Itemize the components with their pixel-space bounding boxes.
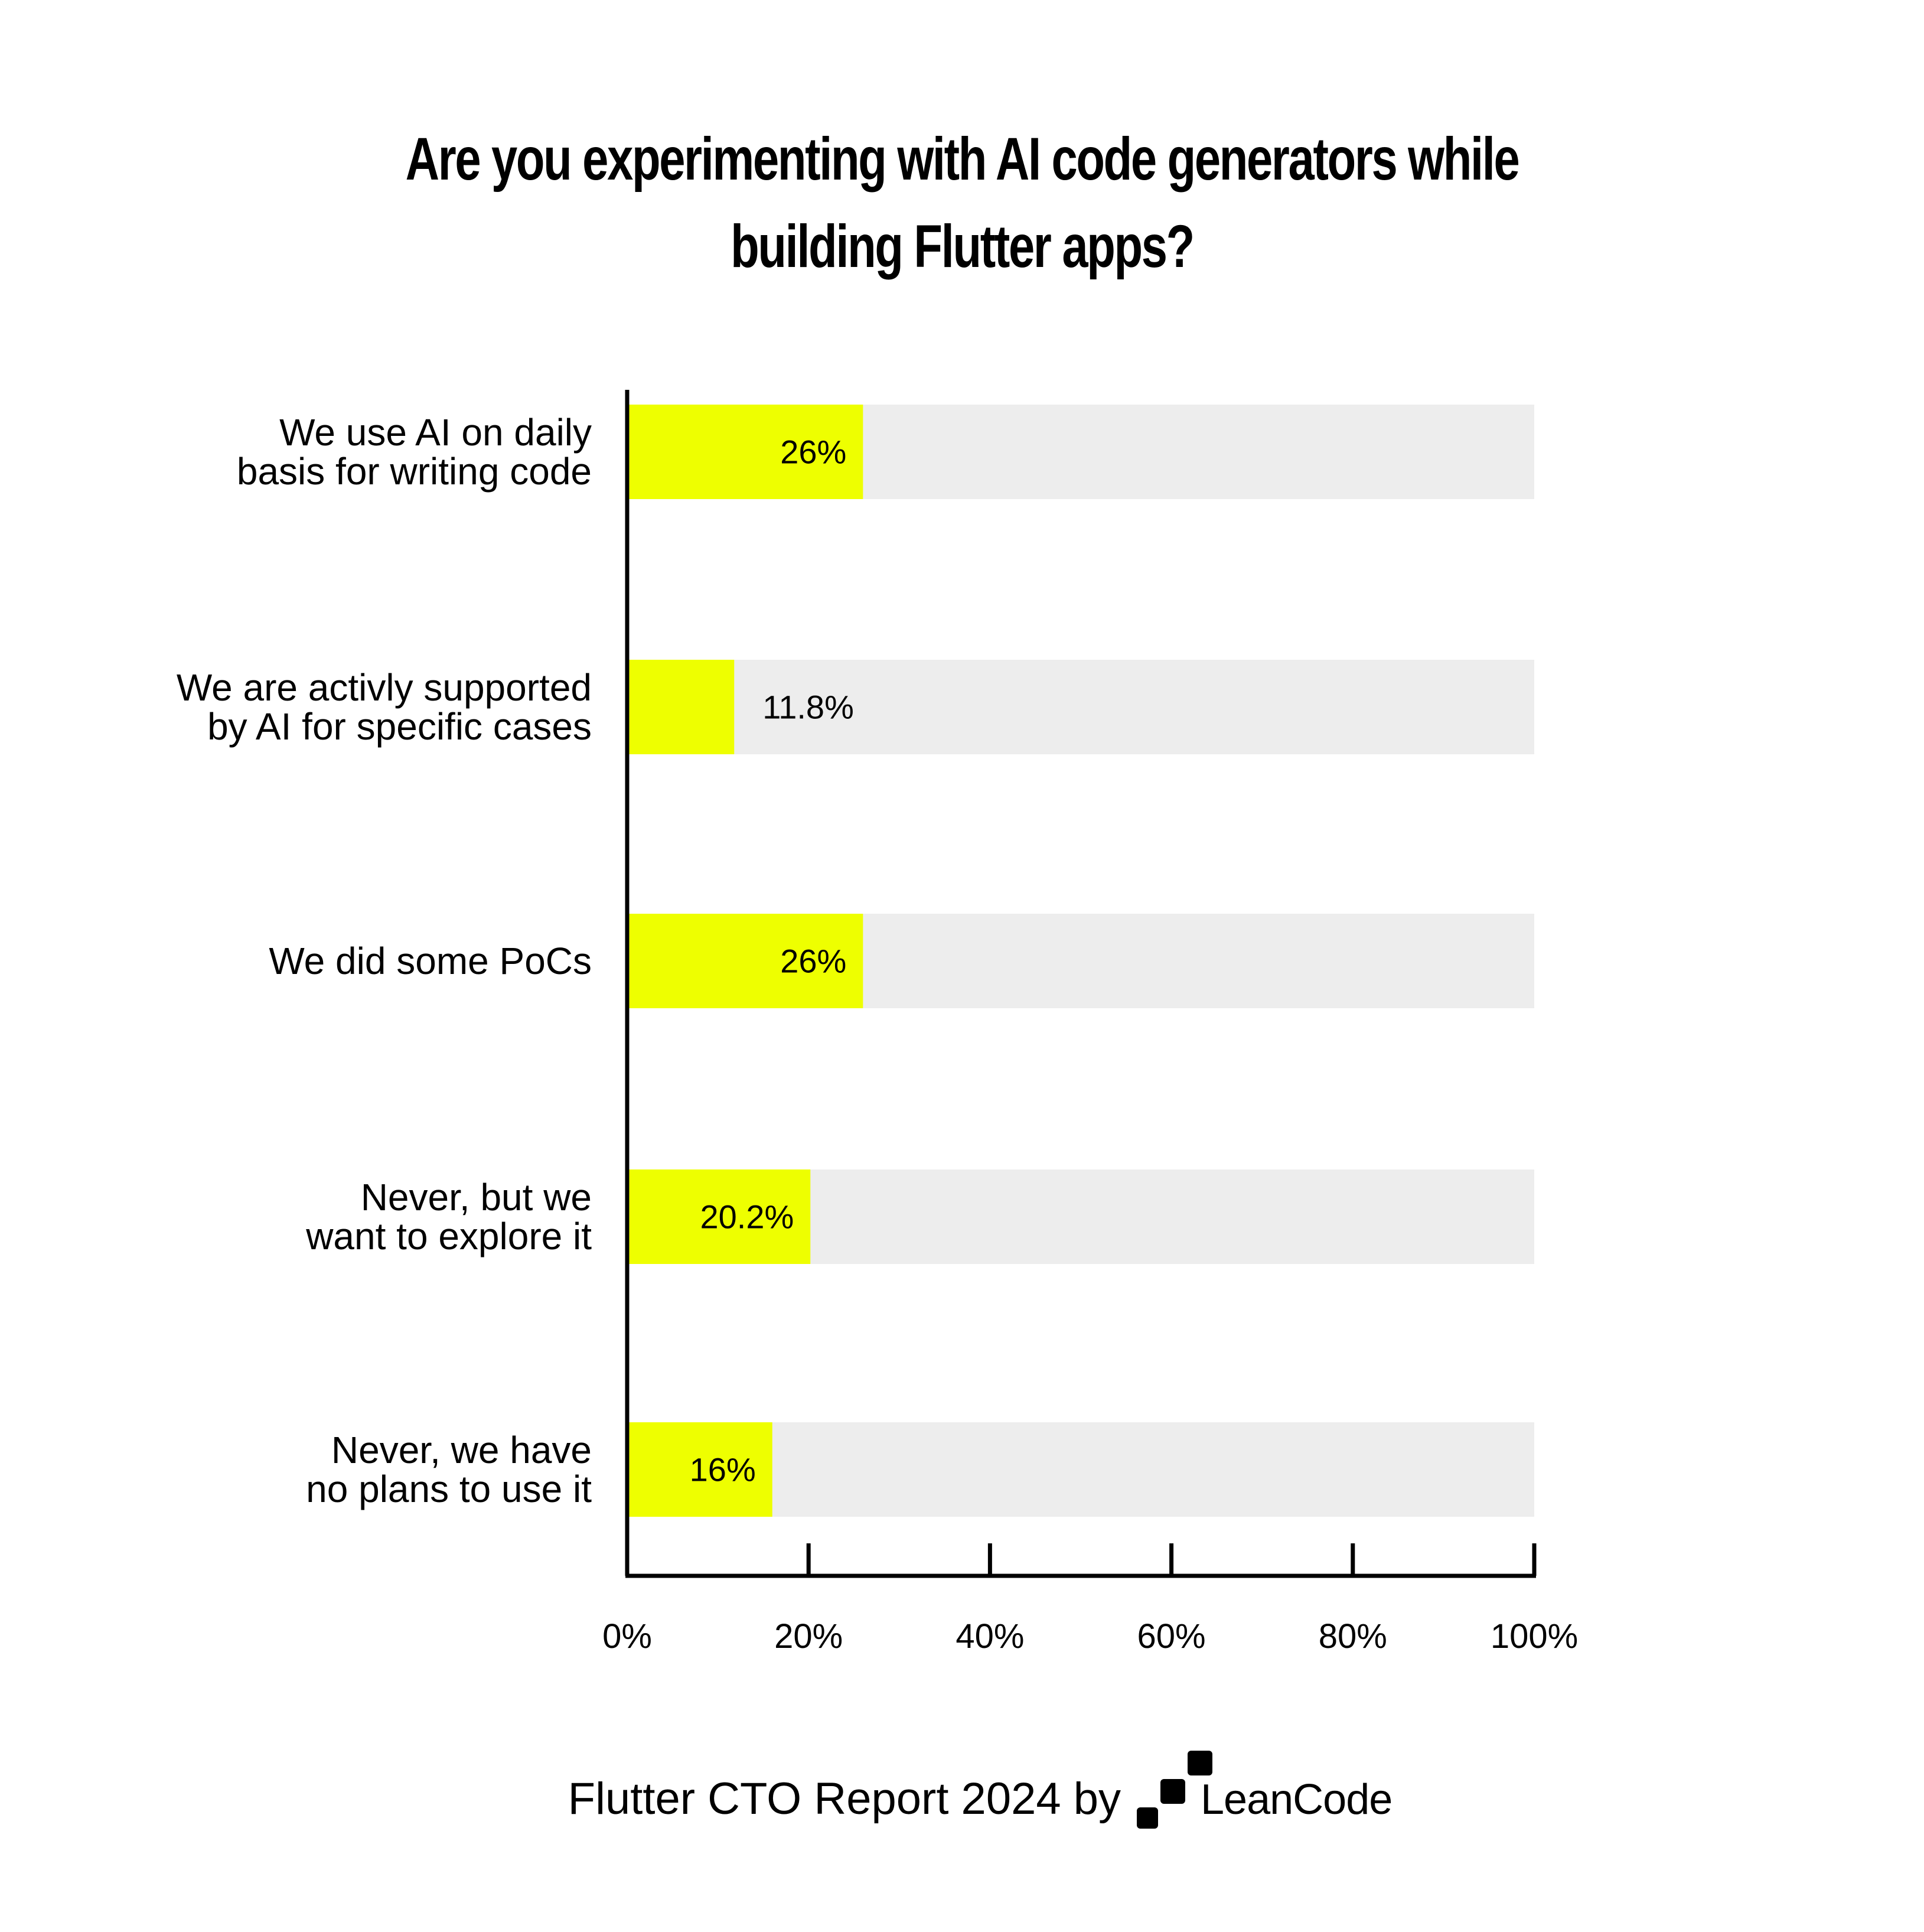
category-label: Never, but we: [361, 1176, 592, 1219]
bar-value-label: 26%: [780, 434, 846, 471]
x-tick-label: 80%: [1319, 1617, 1387, 1656]
bar-value-label: 26%: [780, 943, 846, 980]
chart-title-line-2: building Flutter apps?: [731, 213, 1195, 280]
x-tick-label: 60%: [1137, 1617, 1206, 1656]
category-label: no plans to use it: [306, 1468, 592, 1510]
axes: [625, 390, 1536, 1578]
chart-title-line-1: Are you experimenting with AI code gener…: [405, 125, 1520, 193]
category-label: want to explore it: [305, 1215, 592, 1257]
footer-text: Flutter CTO Report 2024 by: [568, 1774, 1121, 1824]
category-label: We did some PoCs: [269, 940, 592, 982]
data-labels: 26% 11.8% 26% 20.2% 16%: [690, 434, 854, 1488]
bar-value-label: 20.2%: [700, 1198, 794, 1236]
x-tick-label: 40%: [956, 1617, 1024, 1656]
x-tick-label: 20%: [774, 1617, 843, 1656]
bar-track: [627, 660, 1534, 754]
category-label: Never, we have: [331, 1429, 592, 1471]
bars: [627, 405, 863, 1517]
category-label: by AI for specific cases: [207, 705, 592, 748]
leancode-logo-mark-icon: [1137, 1751, 1212, 1829]
bar: [627, 1169, 811, 1264]
bar: [627, 405, 863, 499]
x-tick-label: 0%: [602, 1617, 652, 1656]
bar-value-label: 16%: [690, 1451, 756, 1488]
bar: [627, 660, 735, 754]
leancode-logo-text: LeanCode: [1201, 1776, 1393, 1823]
x-ticks: 0% 20% 40% 60% 80% 100%: [602, 1543, 1578, 1656]
leancode-logo: LeanCode: [1137, 1736, 1408, 1855]
bar: [627, 1422, 772, 1517]
x-tick-label: 100%: [1491, 1617, 1578, 1656]
chart-title: Are you experimenting with AI code gener…: [317, 115, 1607, 290]
footer: Flutter CTO Report 2024 by LeanCode: [0, 1736, 1924, 1855]
category-label: basis for writing code: [237, 450, 592, 493]
category-label: We are activly supported: [177, 666, 592, 709]
bar-track: [627, 1422, 1534, 1517]
bar-chart: 26% 11.8% 26% 20.2% 16% We use AI on dailyba…: [177, 390, 1578, 1656]
bar-value-label: 11.8%: [762, 689, 854, 726]
category-label: We use AI on daily: [279, 411, 592, 454]
bar: [627, 914, 863, 1008]
